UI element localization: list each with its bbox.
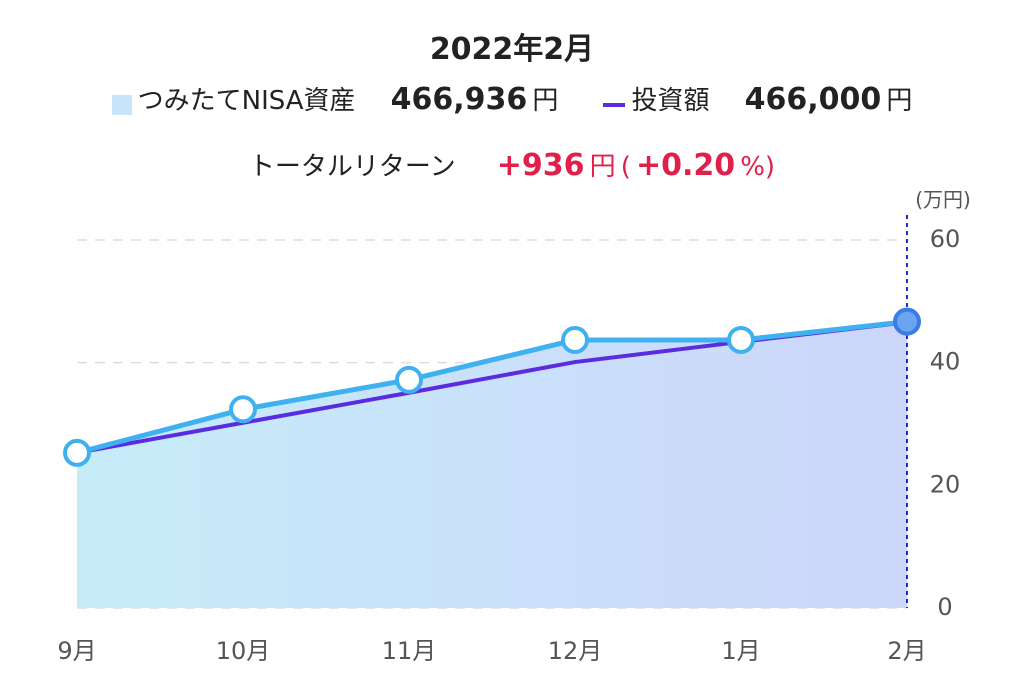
marker <box>893 307 921 336</box>
x-tick-label: 10月 <box>216 637 271 665</box>
legend-label: 投資額 <box>631 86 710 116</box>
asset-value: 466,936 <box>390 82 528 117</box>
paren: ) <box>764 152 776 182</box>
return-value: +936 <box>496 148 585 183</box>
return-pct: +0.20 <box>635 148 736 183</box>
y-unit: (万円) <box>915 188 971 212</box>
unit: 円 <box>886 86 913 116</box>
paren: ( <box>620 152 631 182</box>
legend-label: つみたてNISA資産 <box>137 86 356 116</box>
marker <box>561 325 589 354</box>
x-tick-label: 12月 <box>548 637 603 665</box>
y-tick-label: 60 <box>930 225 961 253</box>
marker <box>63 438 91 467</box>
y-tick-label: 0 <box>937 593 952 621</box>
unit: 円 <box>589 152 616 182</box>
x-tick-label: 9月 <box>57 637 96 665</box>
return-row: トータルリターン +936 円 ( +0.20 %) <box>0 146 1024 183</box>
y-tick-label: 20 <box>930 470 961 498</box>
unit: 円 <box>532 86 559 116</box>
marker <box>727 325 755 354</box>
y-tick-label: 40 <box>930 348 961 376</box>
invest-value: 466,000 <box>744 82 882 117</box>
legend-line <box>603 102 626 107</box>
legend-swatch <box>111 94 132 115</box>
unit: % <box>740 152 765 182</box>
marker <box>395 365 423 394</box>
title: 2022年2月 <box>429 32 595 67</box>
x-tick-label: 1月 <box>721 637 760 665</box>
legend: つみたてNISA資産 466,936 円 投資額 466,000 円 <box>0 80 1024 117</box>
marker <box>229 395 257 424</box>
return-label: トータルリターン <box>248 152 456 182</box>
line <box>76 320 908 455</box>
x-tick-label: 2月 <box>887 637 926 665</box>
x-tick-label: 11月 <box>382 637 437 665</box>
line <box>76 319 908 456</box>
area <box>77 321 907 608</box>
